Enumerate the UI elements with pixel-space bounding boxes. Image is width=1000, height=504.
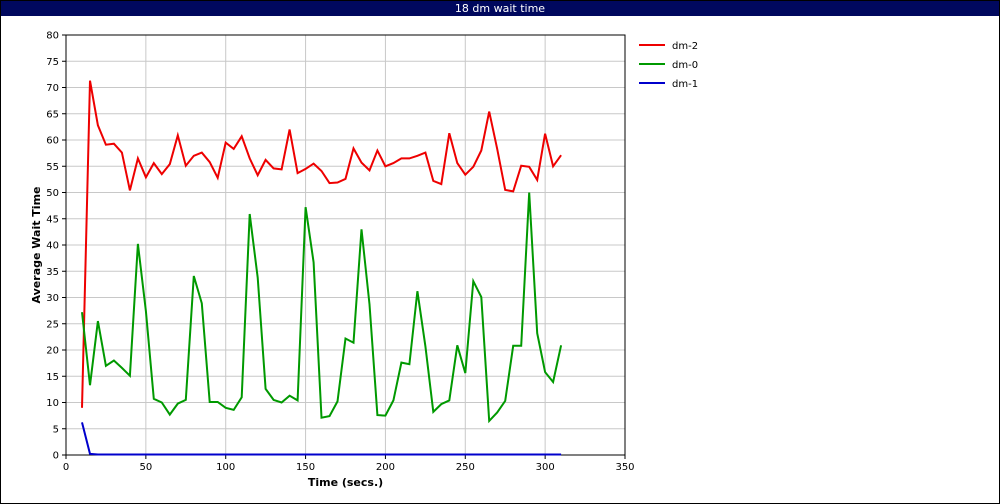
legend-label: dm-1 bbox=[672, 79, 698, 90]
legend: dm-2 dm-0 dm-1 bbox=[639, 41, 698, 90]
y-tick-label: 35 bbox=[46, 267, 59, 278]
y-tick-label: 70 bbox=[46, 83, 59, 94]
y-tick-label: 15 bbox=[46, 372, 59, 383]
y-tick-label: 0 bbox=[53, 451, 59, 462]
grid bbox=[66, 35, 625, 455]
x-tick-label: 50 bbox=[139, 462, 152, 473]
y-tick-label: 10 bbox=[46, 398, 59, 409]
series-line-dm-2 bbox=[81, 80, 562, 408]
y-tick-label: 45 bbox=[46, 214, 59, 225]
legend-label: dm-2 bbox=[672, 41, 698, 52]
x-tick-label: 150 bbox=[296, 462, 315, 473]
x-axis-title: Time (secs.) bbox=[308, 476, 383, 489]
y-tick-label: 50 bbox=[46, 188, 59, 199]
x-tick-label: 0 bbox=[63, 462, 69, 473]
series-line-dm-0 bbox=[81, 192, 563, 424]
y-tick-label: 55 bbox=[46, 162, 59, 173]
series-line-dm-1 bbox=[81, 422, 562, 456]
y-tick-label: 60 bbox=[46, 136, 59, 147]
x-tick-label: 300 bbox=[536, 462, 555, 473]
window-title: 18 dm wait time bbox=[1, 1, 999, 16]
y-tick-label: 30 bbox=[46, 293, 59, 304]
axis-ticks: 0 5 10 15 20 25 30 35 40 45 50 55 60 65 70 75 80 0 50 100 15… bbox=[46, 31, 634, 474]
y-tick-label: 65 bbox=[46, 109, 59, 120]
y-tick-label: 20 bbox=[46, 346, 59, 357]
x-tick-label: 200 bbox=[376, 462, 395, 473]
x-tick-label: 100 bbox=[216, 462, 235, 473]
x-tick-label: 350 bbox=[615, 462, 634, 473]
x-tick-label: 250 bbox=[456, 462, 475, 473]
y-tick-label: 80 bbox=[46, 31, 59, 42]
series-lines bbox=[81, 80, 563, 456]
y-tick-label: 75 bbox=[46, 57, 59, 68]
y-tick-label: 40 bbox=[46, 241, 59, 252]
y-tick-label: 5 bbox=[53, 424, 59, 435]
legend-label: dm-0 bbox=[672, 60, 698, 71]
y-tick-label: 25 bbox=[46, 319, 59, 330]
y-axis-title: Average Wait Time bbox=[30, 187, 43, 304]
